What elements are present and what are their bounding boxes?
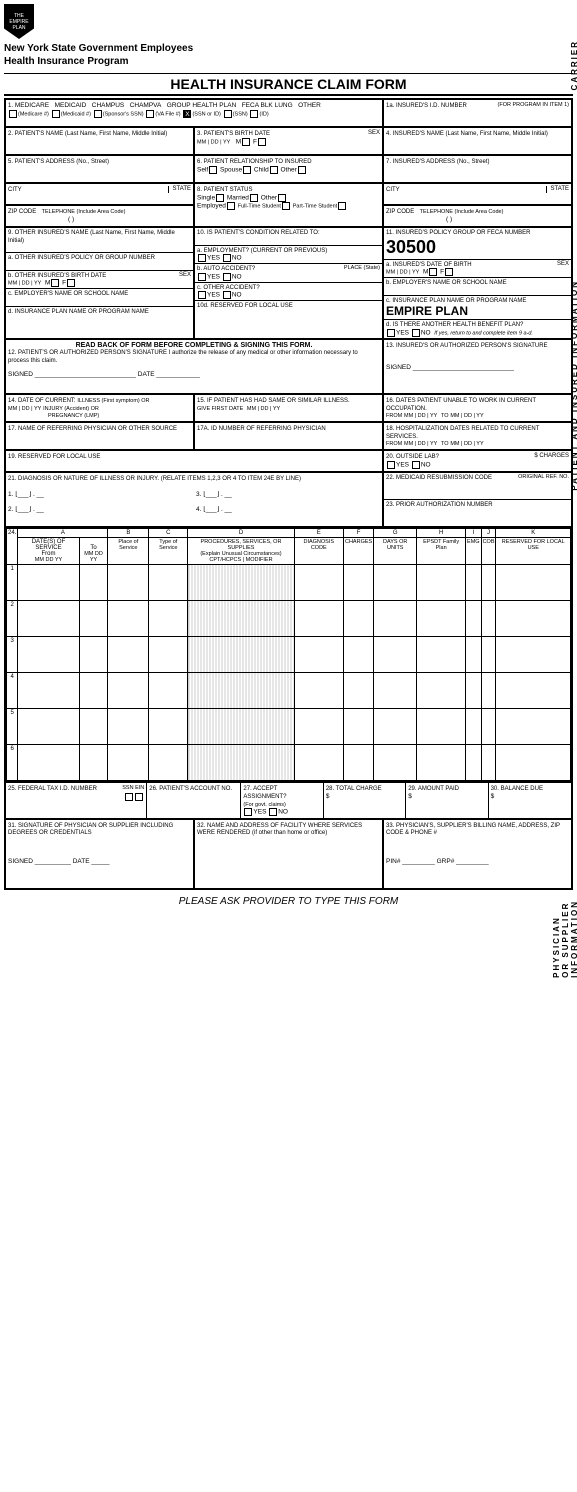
- program-line2: Health Insurance Program: [4, 56, 573, 67]
- cb-20-y[interactable]: [387, 461, 395, 469]
- svc-row-3[interactable]: 3: [7, 637, 571, 673]
- box-16: 16. DATES PATIENT UNABLE TO WORK IN CURR…: [383, 394, 572, 422]
- cb-10b-n[interactable]: [223, 273, 231, 281]
- cb-sex-m-3[interactable]: [242, 138, 250, 146]
- cb-medicare[interactable]: [9, 110, 17, 118]
- box-18: 18. HOSPITALIZATION DATES RELATED TO CUR…: [383, 422, 572, 450]
- cb-10a-y[interactable]: [198, 254, 206, 262]
- box-24: 24. A B C D E F G H I J K DATE(S): [5, 527, 572, 782]
- cb-rel-other[interactable]: [298, 166, 306, 174]
- box-15: 15. IF PATIENT HAS HAD SAME OR SIMILAR I…: [194, 394, 383, 422]
- box-1: 1. MEDICARE MEDICAID CHAMPUS CHAMPVA GRO…: [5, 99, 383, 127]
- cb-married[interactable]: [250, 194, 258, 202]
- box-13: 13. INSURED'S OR AUTHORIZED PERSON'S SIG…: [383, 339, 572, 394]
- cb-11a-f[interactable]: [445, 268, 453, 276]
- cb-employed[interactable]: [227, 202, 235, 210]
- cb-10c-y[interactable]: [198, 291, 206, 299]
- cb-champva[interactable]: [146, 110, 154, 118]
- box-12: READ BACK OF FORM BEFORE COMPLETING & SI…: [5, 339, 383, 394]
- cb-9b-m[interactable]: [51, 279, 59, 287]
- box-5-zip: ZIP CODE TELEPHONE (Include Area Code) (…: [5, 205, 194, 227]
- cb-20-n[interactable]: [412, 461, 420, 469]
- svc-row-5[interactable]: 5: [7, 709, 571, 745]
- form-title: HEALTH INSURANCE CLAIM FORM: [4, 73, 573, 96]
- box-21: 21. DIAGNOSIS OR NATURE OF ILLNESS OR IN…: [5, 472, 383, 527]
- cb-27-y[interactable]: [244, 808, 252, 816]
- box-19: 19. RESERVED FOR LOCAL USE: [5, 450, 383, 472]
- svc-row-6[interactable]: 6: [7, 745, 571, 781]
- cb-11d-n[interactable]: [412, 329, 420, 337]
- box-7-zip: ZIP CODE TELEPHONE (Include Area Code) (…: [383, 205, 572, 227]
- cb-ftstudent[interactable]: [282, 202, 290, 210]
- footer-note: PLEASE ASK PROVIDER TO TYPE THIS FORM: [4, 896, 573, 907]
- policy-number-value: 30500: [386, 237, 436, 257]
- cb-other[interactable]: [250, 110, 258, 118]
- cb-champus[interactable]: [94, 110, 102, 118]
- box-7: 7. INSURED'S ADDRESS (No., Street): [383, 155, 572, 183]
- box-7-city: CITYSTATE: [383, 183, 572, 205]
- side-carrier: CARRIER: [570, 40, 577, 90]
- box-31: 31. SIGNATURE OF PHYSICIAN OR SUPPLIER I…: [5, 819, 194, 889]
- svc-row-4[interactable]: 4: [7, 673, 571, 709]
- box-33: 33. PHYSICIAN'S, SUPPLIER'S BILLING NAME…: [383, 819, 572, 889]
- svc-row-2[interactable]: 2: [7, 601, 571, 637]
- cb-rel-self[interactable]: [209, 166, 217, 174]
- cb-27-n[interactable]: [269, 808, 277, 816]
- cb-rel-child[interactable]: [270, 166, 278, 174]
- side-physician: PHYSICIAN OR SUPPLIER INFORMATION: [552, 900, 577, 978]
- program-line1: New York State Government Employees: [4, 43, 573, 54]
- box-17a: 17A. ID NUMBER OF REFERRING PHYSICIAN: [194, 422, 383, 450]
- row-25-30: 25. FEDERAL TAX I.D. NUMBER SSN EIN 26. …: [5, 782, 572, 818]
- box-6: 6. PATIENT RELATIONSHIP TO INSURED Self …: [194, 155, 383, 183]
- cb-9b-f[interactable]: [67, 279, 75, 287]
- box-1a: 1a. INSURED'S I.D. NUMBER (FOR PROGRAM I…: [383, 99, 572, 127]
- cb-10c-n[interactable]: [223, 291, 231, 299]
- cb-feca[interactable]: [224, 110, 232, 118]
- cb-single[interactable]: [216, 194, 224, 202]
- cb-11d-y[interactable]: [387, 329, 395, 337]
- cb-ein[interactable]: [135, 793, 143, 801]
- service-table: 24. A B C D E F G H I J K DATE(S): [6, 528, 571, 781]
- box-10: 10. IS PATIENT'S CONDITION RELATED TO: a…: [194, 227, 383, 339]
- cb-other-status[interactable]: [278, 194, 286, 202]
- box-4: 4. INSURED'S NAME (Last Name, First Name…: [383, 127, 572, 155]
- cb-sex-f-3[interactable]: [258, 138, 266, 146]
- cb-medicaid[interactable]: [52, 110, 60, 118]
- box-5: 5. PATIENT'S ADDRESS (No., Street): [5, 155, 194, 183]
- cb-ssn[interactable]: [125, 793, 133, 801]
- cb-11a-m[interactable]: [429, 268, 437, 276]
- svc-row-1[interactable]: 1: [7, 565, 571, 601]
- empire-plan-logo-icon: THE EMPIRE PLAN: [4, 4, 34, 39]
- plan-name-value: EMPIRE PLAN: [386, 304, 468, 318]
- box-20: 20. OUTSIDE LAB? $ CHARGES YES NO: [383, 450, 572, 472]
- box-2: 2. PATIENT'S NAME (Last Name, First Name…: [5, 127, 194, 155]
- box-11: 11. INSURED'S POLICY GROUP OR FECA NUMBE…: [383, 227, 572, 339]
- box-5-city: CITYSTATE: [5, 183, 194, 205]
- cb-10b-y[interactable]: [198, 273, 206, 281]
- cb-group[interactable]: X: [183, 110, 191, 118]
- cb-10a-n[interactable]: [223, 254, 231, 262]
- cb-rel-spouse[interactable]: [243, 166, 251, 174]
- box-17: 17. NAME OF REFERRING PHYSICIAN OR OTHER…: [5, 422, 194, 450]
- box-14: 14. DATE OF CURRENT: ILLNESS (First symp…: [5, 394, 194, 422]
- box-22-23: 22. MEDICAID RESUBMISSION CODE ORIGINAL …: [383, 472, 572, 527]
- box-32: 32. NAME AND ADDRESS OF FACILITY WHERE S…: [194, 819, 383, 889]
- box-9: 9. OTHER INSURED'S NAME (Last Name, Firs…: [5, 227, 194, 339]
- cb-ptstudent[interactable]: [338, 202, 346, 210]
- box-3: 3. PATIENT'S BIRTH DATE SEX MM | DD | YY…: [194, 127, 383, 155]
- box-8: 8. PATIENT STATUS Single Married Other E…: [194, 183, 383, 227]
